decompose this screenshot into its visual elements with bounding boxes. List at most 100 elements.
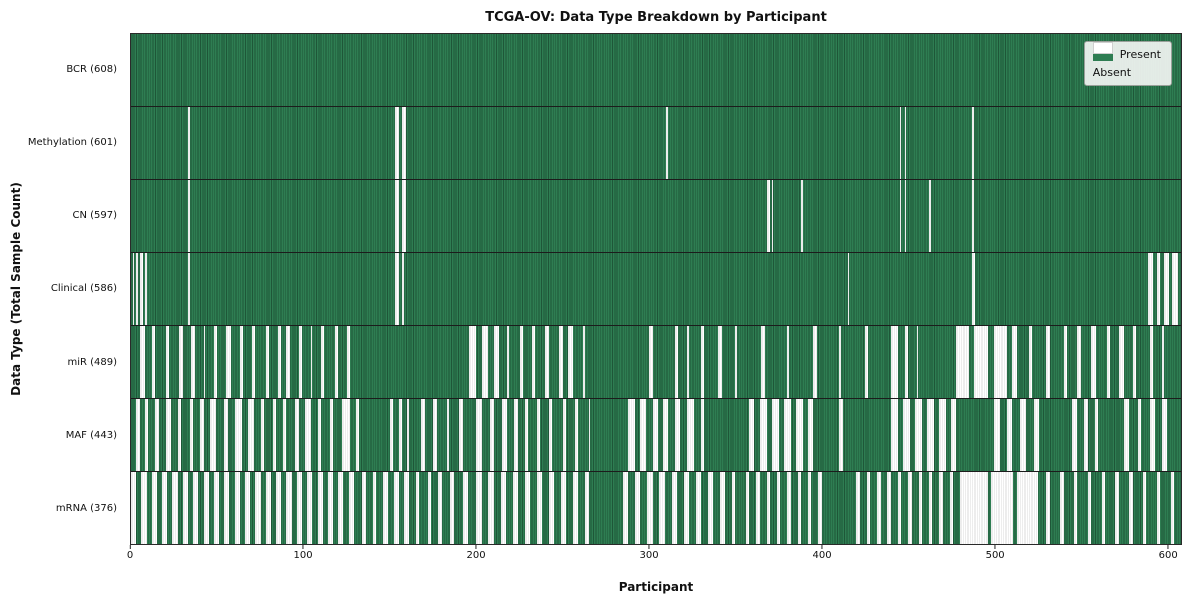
absent-stripe [904,326,909,398]
absent-stripe [234,472,240,544]
absent-stripe [481,326,489,398]
absent-stripe [766,180,770,252]
tick-label: 0 [126,550,134,561]
absent-stripe [310,326,313,398]
absent-stripe [277,326,282,398]
absent-stripe [372,472,377,544]
heatmap-row [131,253,1181,326]
tick-label: 200 [466,550,486,561]
absent-stripe [890,326,898,398]
tick-mark [648,545,650,549]
absent-stripe [1020,399,1026,471]
absent-stripe [807,399,814,471]
absent-stripe [972,180,974,252]
absent-stripe [395,253,399,325]
absent-stripe [991,472,1014,544]
x-tick: 200 [467,545,486,561]
absent-stripe [305,399,311,471]
absent-stripe [951,399,957,471]
absent-stripe [877,472,881,544]
absent-stripe [407,399,410,471]
absent-stripe [1156,253,1161,325]
row-label: miR (489) [67,356,117,368]
absent-stripe [362,472,366,544]
legend-label-absent: Absent [1092,66,1132,79]
absent-stripe [652,399,658,471]
absent-stripe [490,399,494,471]
absent-stripe [662,399,669,471]
absent-stripe [1087,472,1092,544]
absent-stripe [355,399,359,471]
absent-stripe [402,180,406,252]
absent-stripe [469,326,477,398]
absent-stripe [189,399,194,471]
absent-stripe [131,472,137,544]
absent-stripe [927,399,935,471]
absent-stripe [224,472,230,544]
tick-mark [994,545,996,549]
absent-stripe [144,399,149,471]
absent-stripe [260,399,264,471]
absent-stripe [783,399,791,471]
absent-stripe [1034,399,1040,471]
absent-stripe [666,107,669,179]
absent-stripe [295,399,299,471]
absent-stripe [956,326,969,398]
absent-stripe [172,472,178,544]
absent-stripe [1046,472,1050,544]
row-label: mRNA (376) [55,502,117,514]
absent-stripe [902,399,910,471]
absent-stripe [973,326,988,398]
absent-stripe [771,180,774,252]
absent-stripe [203,326,206,398]
absent-stripe [567,326,574,398]
absent-stripe [1148,253,1154,325]
absent-stripe [813,326,817,398]
absent-stripe [585,472,589,544]
absent-stripe [428,472,432,544]
absent-stripe [519,326,524,398]
tick-label: 300 [639,550,659,561]
absent-stripe [1077,326,1081,398]
absent-stripe [972,253,976,325]
absent-stripe [839,399,843,471]
absent-stripe [1091,326,1097,398]
absent-stripe [776,472,781,544]
absent-stripe [1143,472,1147,544]
legend-item-absent: Absent [1092,42,1161,79]
absent-stripe [1149,326,1154,398]
absent-stripe [797,472,802,544]
absent-stripe [674,399,681,471]
absent-stripe [1118,326,1124,398]
absent-stripe [536,399,541,471]
absent-stripe [795,399,803,471]
absent-stripe [659,472,665,544]
absent-stripe [1073,472,1078,544]
row-label: BCR (608) [66,64,117,76]
absent-stripe [807,472,812,544]
absent-stripe [536,472,542,544]
absent-stripe [1029,326,1033,398]
absent-stripe [939,472,943,544]
absent-stripe [459,399,463,471]
absent-stripe [327,472,334,544]
absent-stripe [1132,326,1137,398]
absent-stripe [132,253,135,325]
absent-stripe [225,326,232,398]
absent-stripe [476,399,482,471]
absent-stripe [488,472,494,544]
absent-stripe [735,326,738,398]
absent-stripe [265,472,271,544]
absent-stripe [395,180,399,252]
absent-stripe [155,399,159,471]
absent-stripe [1124,399,1130,471]
x-tick: 0 [127,545,133,561]
x-tick: 100 [293,545,313,561]
absent-stripe [731,472,736,544]
absent-stripe [939,399,947,471]
absent-stripe [224,399,228,471]
tick-mark [302,545,304,549]
absent-stripe [574,399,579,471]
absent-stripe [904,180,907,252]
